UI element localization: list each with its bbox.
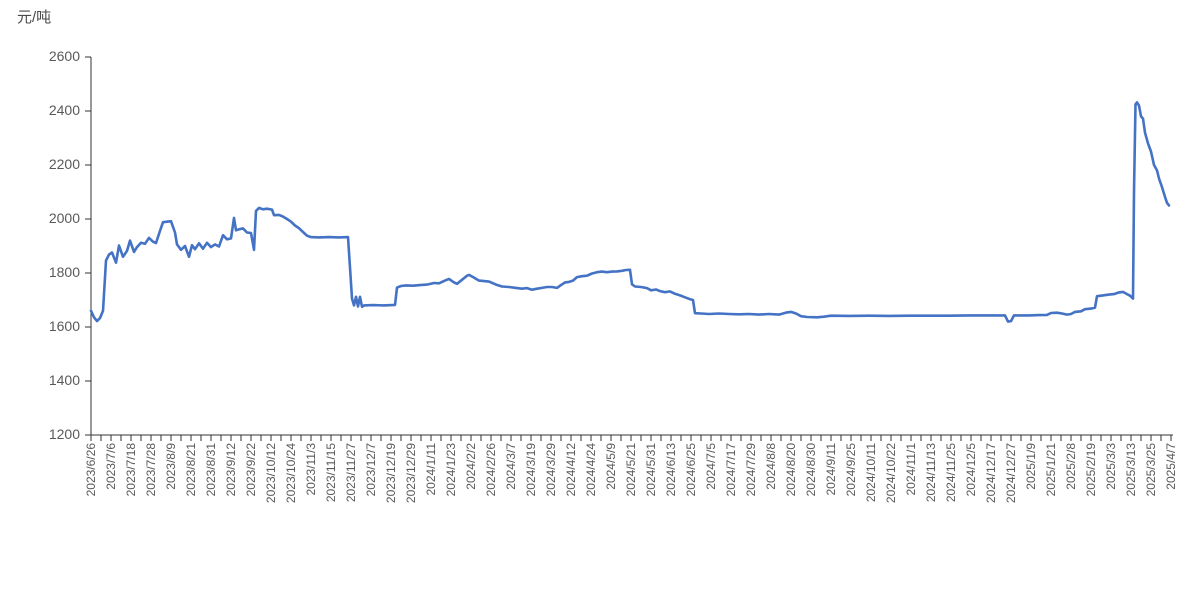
x-tick-label: 2025/1/21 [1044, 443, 1058, 497]
x-tick-label: 2023/12/29 [404, 443, 418, 504]
x-tick-label: 2023/11/3 [304, 443, 318, 496]
x-tick-label: 2024/9/11 [824, 443, 838, 496]
x-tick-label: 2023/9/22 [244, 443, 258, 497]
x-tick-label: 2024/5/9 [604, 443, 618, 490]
x-tick-label: 2025/2/8 [1064, 443, 1078, 490]
x-tick-label: 2024/3/19 [524, 443, 538, 497]
x-tick-label: 2023/12/19 [384, 443, 398, 504]
x-tick-label: 2024/5/31 [644, 443, 658, 497]
x-tick-label: 2025/3/25 [1144, 443, 1158, 497]
x-tick-label: 2024/10/11 [864, 443, 878, 503]
y-tick-label: 2600 [48, 48, 80, 64]
x-tick-label: 2024/9/25 [844, 443, 858, 497]
x-tick-label: 2024/1/23 [444, 443, 458, 497]
x-tick-label: 2023/10/24 [284, 443, 298, 504]
x-tick-label: 2023/7/18 [124, 443, 138, 497]
x-tick-label: 2023/12/7 [364, 443, 378, 497]
x-tick-label: 2024/6/13 [664, 443, 678, 497]
y-tick-label: 2000 [48, 210, 80, 226]
x-tick-label: 2023/7/28 [144, 443, 158, 497]
x-tick-label: 2024/8/8 [764, 443, 778, 490]
tick-marks [85, 56, 1172, 441]
x-tick-label: 2024/5/21 [624, 443, 638, 497]
x-tick-label: 2024/7/29 [744, 443, 758, 497]
x-tick-label: 2023/10/12 [264, 443, 278, 504]
y-tick-label: 1400 [48, 372, 80, 388]
x-tick-label: 2024/12/5 [964, 443, 978, 497]
y-tick-label: 2400 [48, 102, 80, 118]
x-tick-label: 2024/3/7 [504, 443, 518, 490]
y-tick-label: 1200 [48, 426, 80, 442]
x-tick-label: 2024/8/20 [784, 443, 798, 497]
x-tick-label: 2024/11/13 [924, 443, 938, 503]
x-tick-label: 2024/7/5 [704, 443, 718, 490]
x-tick-label: 2023/8/21 [184, 443, 198, 497]
x-tick-label: 2024/4/24 [584, 443, 598, 497]
x-tick-label: 2024/10/22 [884, 443, 898, 504]
x-tick-label: 2025/1/9 [1024, 443, 1038, 490]
x-tick-label: 2023/9/12 [224, 443, 238, 497]
x-tick-label: 2024/2/2 [464, 443, 478, 490]
y-tick-label: 2200 [48, 156, 80, 172]
x-tick-label: 2023/6/26 [84, 443, 98, 497]
x-tick-label: 2024/1/11 [424, 443, 438, 496]
x-tick-label: 2024/8/30 [804, 443, 818, 497]
x-tick-label: 2024/7/17 [724, 443, 738, 497]
x-tick-label: 2024/12/17 [984, 443, 998, 504]
x-tick-label: 2023/7/6 [104, 443, 118, 490]
x-tick-label: 2023/8/9 [164, 443, 178, 490]
x-tick-label: 2024/4/12 [564, 443, 578, 497]
x-tick-label: 2025/3/13 [1124, 443, 1138, 497]
x-tick-label: 2025/2/19 [1084, 443, 1098, 497]
x-tick-label: 2024/11/25 [944, 443, 958, 503]
x-tick-label: 2025/3/3 [1104, 443, 1118, 490]
x-tick-label: 2023/8/31 [204, 443, 218, 497]
y-tick-label: 1800 [48, 264, 80, 280]
x-tick-label: 2024/3/29 [544, 443, 558, 497]
x-tick-label: 2025/4/7 [1164, 443, 1178, 490]
x-tick-label: 2023/11/27 [344, 443, 358, 503]
x-tick-label: 2024/2/26 [484, 443, 498, 497]
y-axis-unit-label: 元/吨 [17, 9, 52, 26]
x-tick-label: 2024/12/27 [1004, 443, 1018, 504]
x-tick-label: 2024/11/1 [904, 443, 918, 496]
price-line [89, 101, 1171, 323]
y-tick-label: 1600 [48, 318, 80, 334]
x-tick-label: 2024/6/25 [684, 443, 698, 497]
x-tick-label: 2023/11/15 [324, 443, 338, 503]
